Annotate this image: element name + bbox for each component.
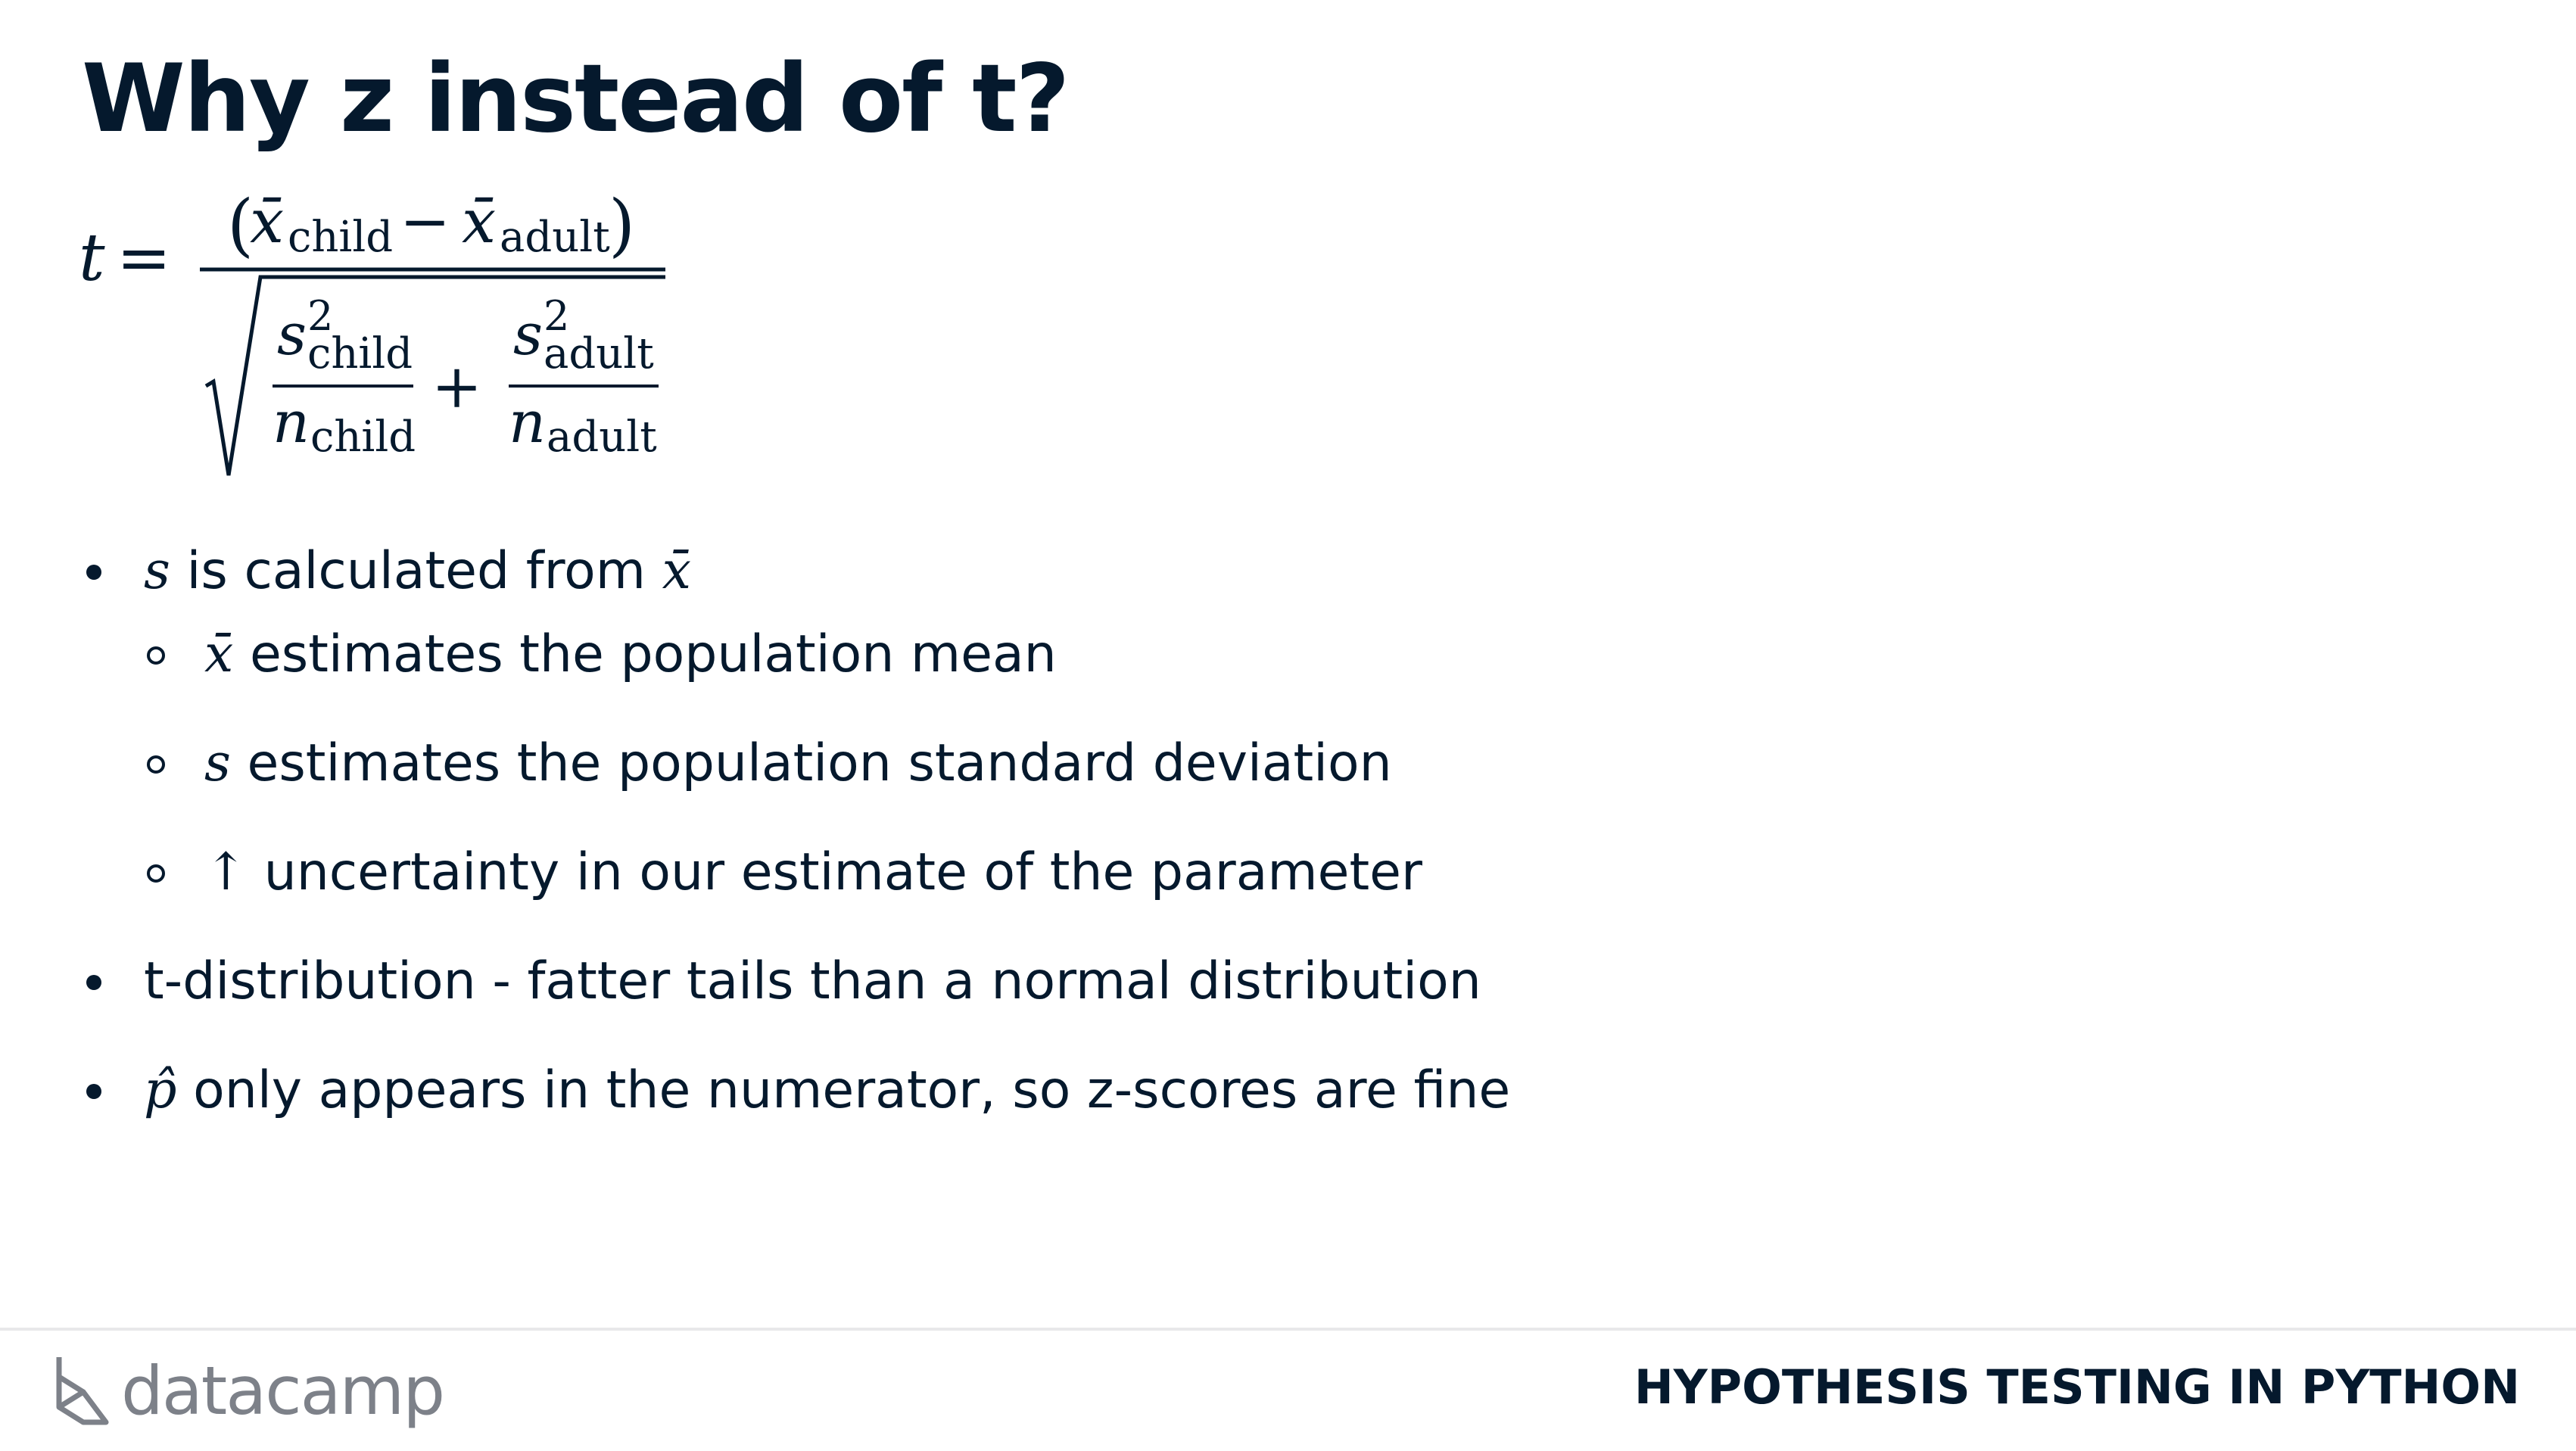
course-title: HYPOTHESIS TESTING IN PYTHON: [1634, 1359, 2520, 1415]
formula-xbar-child: x̄: [250, 186, 284, 257]
formula-paren-open: (: [227, 185, 254, 265]
subbullet-ring: [147, 864, 165, 883]
formula-sub-adult-1: adult: [500, 213, 610, 262]
formula-lhs: t: [79, 220, 105, 296]
subbullet-text: estimates the population standard deviat…: [230, 733, 1392, 793]
bullet-list: s is calculated from x̄ x̄ estimates the…: [82, 530, 1510, 1132]
formula-n-child: n: [273, 388, 310, 456]
formula-plus: +: [431, 351, 482, 422]
formula-n-adult: n: [509, 388, 546, 456]
math-symbol-xbar: x̄: [662, 541, 691, 601]
subbullet-s: s estimates the population standard devi…: [82, 722, 1510, 805]
bullet-t-distribution: t-distribution - fatter tails than a nor…: [82, 940, 1510, 1023]
logo-wordmark: datacamp: [121, 1351, 445, 1430]
formula-equals: =: [117, 220, 171, 296]
formula-sub-child-2: child: [307, 329, 413, 378]
math-symbol-p-hat: p̂: [144, 1060, 177, 1120]
formula-radical: [204, 275, 665, 476]
subbullet-ring: [147, 755, 165, 774]
t-statistic-formula: t = ( x̄ child − x̄ adult ) s 2 child n …: [79, 185, 684, 490]
subbullet-text: estimates the population mean: [233, 624, 1057, 684]
formula-sub-adult-2: adult: [544, 329, 654, 378]
formula-sq-adult: 2: [544, 292, 569, 340]
spacer: [82, 805, 1510, 831]
formula-minus: −: [400, 186, 450, 257]
formula-sq-child: 2: [307, 292, 333, 340]
datacamp-logo: datacamp: [53, 1349, 445, 1432]
formula-s-child: s: [277, 300, 307, 368]
slide-title: Why z instead of t?: [82, 45, 1070, 154]
up-arrow-icon: ↑: [204, 842, 248, 902]
formula-sub-adult-3: adult: [547, 413, 657, 462]
bullet-dot: [86, 565, 101, 580]
formula-s-adult: s: [513, 300, 543, 368]
bullet-dot: [86, 1084, 101, 1099]
formula-svg: t = ( x̄ child − x̄ adult ) s 2 child n …: [79, 185, 665, 476]
bullet-s-calculated: s is calculated from x̄: [82, 530, 1510, 613]
formula-xbar-adult: x̄: [462, 186, 496, 257]
bullet-dot: [86, 975, 101, 990]
formula-paren-close: ): [609, 185, 635, 265]
formula-sub-child-1: child: [288, 213, 393, 262]
math-symbol-s: s: [144, 541, 170, 601]
subbullet-text: uncertainty in our estimate of the param…: [247, 842, 1422, 902]
formula-sub-child-3: child: [310, 413, 416, 462]
bullet-text: t-distribution - fatter tails than a nor…: [144, 951, 1481, 1011]
footer-divider: [0, 1328, 2576, 1331]
subbullet-uncertainty: ↑ uncertainty in our estimate of the par…: [82, 831, 1510, 914]
datacamp-logo-icon: [56, 1357, 109, 1425]
bullet-p-hat: p̂ only appears in the numerator, so z-s…: [82, 1049, 1510, 1132]
spacer: [82, 1023, 1510, 1049]
math-symbol-xbar: x̄: [204, 624, 234, 684]
spacer: [82, 696, 1510, 722]
math-symbol-s: s: [204, 733, 231, 793]
bullet-text: only appears in the numerator, so z-scor…: [176, 1060, 1511, 1120]
spacer: [82, 914, 1510, 940]
bullet-text: is calculated from: [170, 541, 662, 601]
subbullet-ring: [147, 646, 165, 665]
subbullet-xbar: x̄ estimates the population mean: [82, 613, 1510, 696]
